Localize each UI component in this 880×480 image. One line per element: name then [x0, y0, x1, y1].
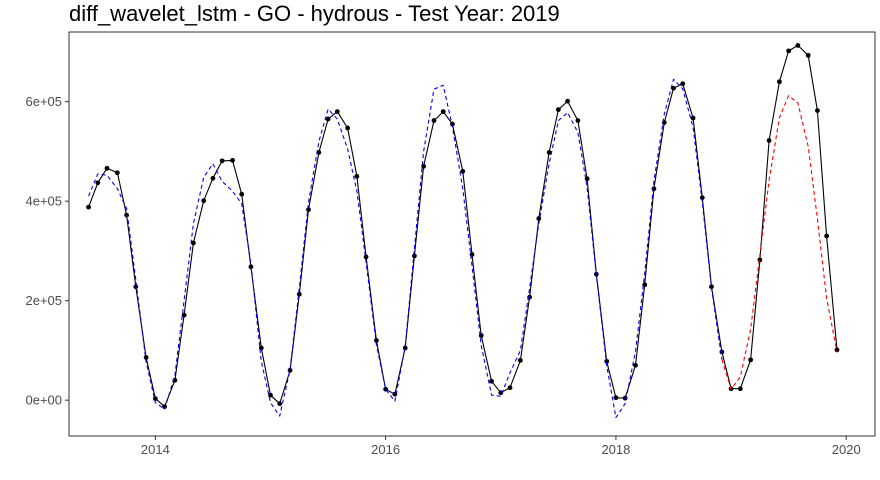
data-point: [268, 392, 273, 398]
data-point: [114, 170, 120, 176]
x-tick-label: 2016: [371, 442, 400, 457]
data-point: [507, 385, 513, 391]
x-tick-label: 2018: [601, 442, 630, 457]
data-point: [95, 180, 101, 186]
data-point: [143, 354, 149, 360]
data-point: [296, 291, 302, 297]
data-point: [498, 390, 504, 396]
data-point: [651, 186, 657, 192]
data-point: [575, 118, 581, 123]
data-point: [133, 284, 139, 290]
data-point: [777, 79, 782, 85]
data-point: [748, 357, 754, 363]
data-point: [661, 120, 667, 125]
data-point: [613, 395, 619, 401]
data-point: [86, 204, 91, 210]
data-point: [633, 362, 638, 368]
data-point: [152, 396, 158, 402]
series-line-dashed: [88, 78, 723, 419]
series-line-dashed: [721, 95, 838, 390]
data-point: [354, 173, 360, 179]
data-point: [181, 312, 187, 318]
plot-panel-border: [68, 31, 876, 437]
data-point: [517, 357, 523, 363]
data-point: [363, 254, 369, 260]
series-layer: [86, 43, 840, 419]
data-point: [604, 358, 610, 364]
series-line-solid: [88, 44, 838, 408]
y-tick-label: 4e+05: [25, 194, 62, 209]
axes: 0e+00 2e+05 4e+05 6e+05 2014 2016 2018 2020: [25, 94, 860, 457]
data-point: [460, 168, 466, 174]
x-tick-label: 2014: [141, 442, 170, 457]
data-point: [766, 138, 772, 143]
data-point: [402, 345, 408, 351]
data-point: [124, 212, 129, 218]
data-point: [306, 207, 311, 213]
y-tick-label: 6e+05: [25, 94, 62, 109]
data-point: [737, 386, 743, 392]
data-point: [440, 109, 446, 115]
data-point: [230, 157, 235, 163]
y-tick-label: 0e+00: [25, 393, 62, 408]
data-point: [671, 85, 676, 91]
data-point: [287, 367, 293, 373]
data-point: [489, 378, 494, 384]
data-point: [201, 198, 207, 204]
data-point: [239, 191, 245, 197]
data-point: [104, 165, 110, 171]
data-point: [325, 116, 331, 122]
data-point: [795, 43, 801, 48]
data-point: [190, 240, 196, 246]
data-point: [546, 150, 552, 155]
data-point: [536, 216, 542, 221]
data-point: [219, 158, 225, 164]
data-point: [834, 347, 840, 353]
data-point: [345, 125, 351, 131]
data-point: [565, 98, 570, 104]
data-point: [334, 109, 340, 115]
data-point: [824, 233, 830, 239]
data-point: [757, 257, 763, 263]
data-point: [815, 108, 820, 114]
data-point: [431, 118, 437, 123]
chart-title: diff_wavelet_lstm - GO - hydrous - Test …: [69, 1, 560, 26]
data-point: [709, 284, 714, 290]
data-point: [374, 338, 379, 343]
data-point: [555, 107, 561, 113]
data-point: [690, 115, 696, 121]
data-point: [786, 48, 792, 54]
data-point: [450, 121, 455, 127]
y-tick-label: 2e+05: [25, 293, 62, 308]
data-point: [680, 81, 686, 87]
x-tick-label: 2020: [832, 442, 861, 457]
data-point: [210, 175, 216, 181]
data-point: [805, 52, 811, 58]
data-point: [412, 253, 417, 259]
data-point: [277, 401, 283, 407]
